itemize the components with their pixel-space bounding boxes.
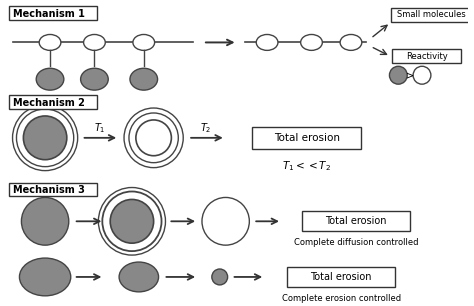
FancyBboxPatch shape bbox=[9, 95, 97, 109]
Text: Mechanism 2: Mechanism 2 bbox=[12, 98, 84, 108]
Text: Small molecules: Small molecules bbox=[397, 10, 465, 19]
Ellipse shape bbox=[256, 35, 278, 50]
Ellipse shape bbox=[36, 68, 64, 90]
Text: Complete erosion controlled: Complete erosion controlled bbox=[282, 294, 401, 303]
Circle shape bbox=[212, 269, 228, 285]
Ellipse shape bbox=[119, 262, 159, 292]
Circle shape bbox=[390, 66, 407, 84]
Ellipse shape bbox=[133, 35, 155, 50]
Circle shape bbox=[21, 197, 69, 245]
Ellipse shape bbox=[39, 35, 61, 50]
Text: Total erosion: Total erosion bbox=[273, 133, 339, 143]
Circle shape bbox=[202, 197, 249, 245]
Ellipse shape bbox=[19, 258, 71, 296]
Text: $T_1$: $T_1$ bbox=[93, 121, 105, 135]
Text: Total erosion: Total erosion bbox=[310, 272, 372, 282]
FancyBboxPatch shape bbox=[301, 211, 410, 231]
FancyBboxPatch shape bbox=[287, 267, 395, 287]
Text: $T_2$: $T_2$ bbox=[200, 121, 212, 135]
FancyBboxPatch shape bbox=[9, 183, 97, 196]
Text: Complete diffusion controlled: Complete diffusion controlled bbox=[294, 238, 418, 247]
Circle shape bbox=[23, 116, 67, 160]
Circle shape bbox=[136, 120, 172, 156]
FancyBboxPatch shape bbox=[9, 6, 97, 20]
Circle shape bbox=[413, 66, 431, 84]
Text: $T_1 << T_2$: $T_1 << T_2$ bbox=[282, 160, 331, 174]
Text: >: > bbox=[406, 70, 414, 80]
Ellipse shape bbox=[81, 68, 108, 90]
Ellipse shape bbox=[83, 35, 105, 50]
Text: Mechanism 1: Mechanism 1 bbox=[12, 9, 84, 19]
FancyBboxPatch shape bbox=[252, 127, 361, 149]
FancyBboxPatch shape bbox=[392, 49, 462, 63]
Text: Reactivity: Reactivity bbox=[406, 52, 448, 61]
Circle shape bbox=[110, 200, 154, 243]
Text: Mechanism 3: Mechanism 3 bbox=[12, 185, 84, 196]
Ellipse shape bbox=[130, 68, 157, 90]
Text: Total erosion: Total erosion bbox=[325, 216, 387, 226]
Ellipse shape bbox=[340, 35, 362, 50]
Ellipse shape bbox=[301, 35, 322, 50]
FancyBboxPatch shape bbox=[392, 8, 470, 21]
